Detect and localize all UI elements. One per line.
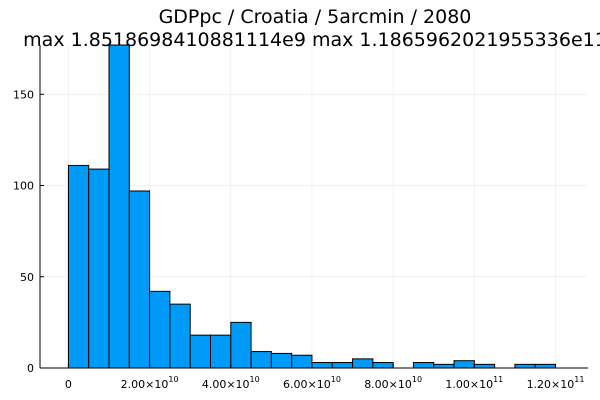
histogram-bar-18 (433, 363, 455, 369)
histogram-bar-5 (169, 303, 191, 369)
histogram-bar-3 (128, 190, 151, 369)
chart-title: GDPpc / Croatia / 5arcmin / 2080 (159, 6, 472, 28)
y-tick-label-3: 150 (13, 88, 34, 101)
histogram-bar-2 (108, 44, 130, 369)
x-tick-label-4: 8.00×1010 (364, 375, 422, 391)
histogram-bar-22 (514, 363, 536, 369)
histogram-bar-11 (291, 354, 313, 369)
x-tick-label-0: 0 (65, 378, 72, 391)
histogram-bar-19 (453, 360, 475, 369)
histogram-bar-10 (270, 352, 293, 369)
y-tick-labels: 0 50 100 150 (13, 88, 34, 375)
chart-subtitle: max 1.8518698410881114e9 max 1.186596202… (23, 29, 600, 51)
histogram-bars (67, 44, 557, 369)
histogram-bar-1 (88, 168, 110, 369)
x-tick-label-2: 4.00×1010 (202, 375, 260, 391)
histogram-bar-15 (372, 362, 394, 369)
x-tick-label-5: 1.00×1011 (445, 375, 503, 391)
histogram-bar-12 (311, 362, 333, 369)
histogram-bar-4 (149, 290, 171, 369)
y-tick-label-1: 50 (20, 271, 34, 284)
histogram-bar-23 (534, 363, 557, 369)
histogram-bar-0 (67, 164, 90, 369)
x-tick-labels: 0 2.00×1010 4.00×1010 6.00×1010 8.00×1010 1.0… (65, 375, 585, 391)
y-tick-label-2: 100 (13, 180, 34, 193)
histogram-bar-20 (473, 363, 496, 369)
histogram-bar-8 (230, 321, 252, 369)
x-tick-label-3: 6.00×1010 (283, 375, 341, 391)
histogram-bar-9 (250, 351, 272, 369)
histogram-bar-14 (352, 358, 374, 369)
histogram-bar-17 (412, 362, 435, 369)
histogram-bar-7 (209, 334, 232, 369)
x-tick-label-6: 1.20×1011 (527, 375, 585, 391)
histogram-bar-13 (331, 362, 354, 369)
histogram-bar-6 (189, 334, 211, 369)
y-tick-label-0: 0 (27, 362, 34, 375)
axes (39, 45, 588, 369)
x-tick-label-1: 2.00×1010 (121, 375, 179, 391)
